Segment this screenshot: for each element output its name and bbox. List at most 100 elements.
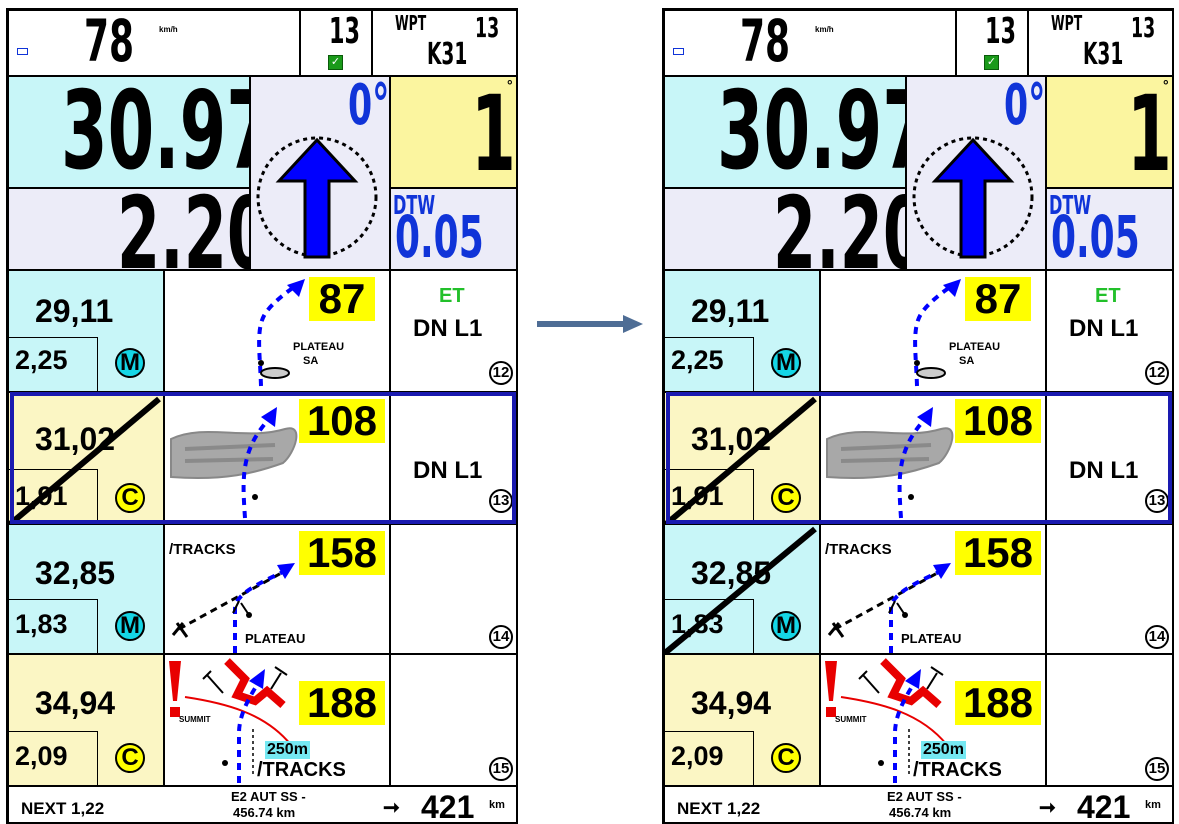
row-label: 250m — [265, 741, 310, 759]
strike-line — [664, 526, 817, 656]
dtw-label: DTW — [1049, 191, 1092, 221]
road-line-2: 456.74 km — [889, 805, 952, 820]
row-label: /TRACKS — [825, 541, 892, 558]
row-label: SUMMIT — [835, 715, 867, 724]
active-row-highlight — [666, 392, 1172, 524]
c-badge: C — [771, 743, 801, 773]
c-badge: C — [115, 483, 145, 513]
row-cap: 188 — [299, 681, 385, 725]
row-note: DN L1 — [413, 315, 483, 342]
remaining-distance: 421 — [421, 789, 475, 824]
row-note: DN L1 — [1069, 457, 1139, 484]
row-total: 29,11 — [691, 293, 770, 329]
dtw-panel: DTW 0.05 — [1046, 188, 1172, 271]
row-total: 29,11 — [35, 293, 114, 329]
row-number: 14 — [1145, 625, 1169, 649]
row-note: DN L1 — [413, 457, 483, 484]
right-arrow-icon: ➞ — [1039, 797, 1056, 819]
row-notes-14: 14 — [390, 524, 516, 654]
strike-line — [8, 396, 161, 528]
tulip-diagram — [171, 563, 295, 653]
counter-panel: 13 ✓ — [956, 10, 1028, 76]
row-cap: 87 — [965, 277, 1031, 321]
roadbook-screen-after: 78 km/h 13 ✓ WPT 13 K31 30.97 2.20 0° 1 … — [662, 8, 1174, 824]
tulip-diagram — [826, 407, 954, 519]
next-distance: NEXT 1,22 — [21, 799, 105, 818]
row-tulip-15: 188 SUMMIT 250m /TRACKS — [164, 654, 390, 786]
row-label: PLATEAU — [949, 341, 1001, 353]
c-badge: C — [771, 483, 801, 513]
wpt-label: WPT — [395, 11, 427, 35]
speed-unit: km/h — [159, 25, 178, 34]
partial-distance-panel[interactable]: 2.20 — [664, 175, 926, 292]
checkbox-checked-icon[interactable]: ✓ — [328, 55, 343, 70]
battery-icon — [17, 48, 28, 55]
checkbox-checked-icon[interactable]: ✓ — [984, 55, 999, 70]
row-number: 12 — [1145, 361, 1169, 385]
row-partial: 1,83 — [15, 609, 68, 639]
row-number: 13 — [489, 489, 513, 513]
partial-distance-panel[interactable]: 2.20 — [8, 175, 270, 292]
row-partial: 2,09 — [671, 741, 724, 771]
row-label: /TRACKS — [257, 759, 346, 781]
row-label: PLATEAU — [901, 631, 962, 646]
wpt-number: 13 — [1131, 11, 1156, 44]
compass-panel: 0° — [906, 73, 1046, 270]
row-distance-14: 32,85 1,83 M — [664, 524, 820, 656]
row-tulip-13: 108 — [820, 392, 1046, 524]
row-number: 13 — [1145, 489, 1169, 513]
row-cap: 158 — [955, 531, 1041, 575]
row-number: 12 — [489, 361, 513, 385]
danger-icon — [169, 658, 292, 783]
tulip-diagram — [170, 407, 298, 519]
row-tulip-14: 158 /TRACKS PLATEAU — [164, 524, 390, 654]
row-partial: 2,25 — [671, 345, 724, 375]
counter-value: 13 — [329, 11, 361, 52]
row-note: ET — [439, 285, 465, 307]
counter-panel: 13 ✓ — [300, 10, 372, 76]
tulip-diagram — [257, 279, 305, 387]
total-distance: 30.97 — [717, 69, 929, 194]
row-label: /TRACKS — [169, 541, 236, 558]
row-notes-12: ET DN L1 12 — [390, 270, 516, 392]
speed-value: 78 — [740, 8, 791, 75]
row-cap: 188 — [955, 681, 1041, 725]
dtw-panel: DTW 0.05 — [390, 188, 516, 271]
wpt-label: WPT — [1051, 11, 1083, 35]
row-tulip-15: 188 SUMMIT 250m /TRACKS — [820, 654, 1046, 786]
heading-value: 0° — [348, 73, 390, 138]
row-label: SA — [959, 355, 975, 367]
row-partial: 2,09 — [15, 741, 68, 771]
strike-line — [664, 396, 817, 528]
row-distance-15: 34,94 2,09 C — [8, 654, 164, 786]
row-label: 250m — [921, 741, 966, 759]
remaining-distance: 421 — [1077, 789, 1131, 824]
compass-arrow-icon — [912, 136, 1034, 259]
bottom-bar: NEXT 1,22 E2 AUT SS - 456.74 km ➞ 421 km — [664, 786, 1172, 824]
row-label: PLATEAU — [293, 341, 345, 353]
row-distance-14: 32,85 1,83 M — [8, 524, 164, 654]
row-cap: 87 — [309, 277, 375, 321]
battery-icon — [673, 48, 684, 55]
heading-value: 0° — [1004, 73, 1046, 138]
row-note: ET — [1095, 285, 1121, 307]
row-notes-14: 14 — [1046, 524, 1172, 654]
waypoint-panel: WPT 13 K31 — [1028, 10, 1172, 76]
cap-panel: 1 ° — [390, 73, 516, 195]
m-badge: M — [771, 611, 801, 641]
row-number: 15 — [1145, 757, 1169, 781]
row-notes-15: 15 — [1046, 654, 1172, 786]
bottom-bar: NEXT 1,22 E2 AUT SS - 456.74 km ➞ 421 km — [8, 786, 516, 824]
row-notes-12: ET DN L1 12 — [1046, 270, 1172, 392]
row-label: SUMMIT — [179, 715, 211, 724]
row-cap: 158 — [299, 531, 385, 575]
total-distance-panel: 30.97 — [8, 69, 273, 194]
active-row-highlight — [10, 392, 516, 524]
row-cap: 108 — [299, 399, 385, 443]
m-badge: M — [115, 611, 145, 641]
right-arrow-icon — [537, 315, 643, 333]
wpt-code: K31 — [1083, 37, 1124, 72]
row-total: 34,94 — [691, 685, 772, 721]
speed-value: 78 — [84, 8, 135, 75]
m-badge: M — [115, 348, 145, 378]
